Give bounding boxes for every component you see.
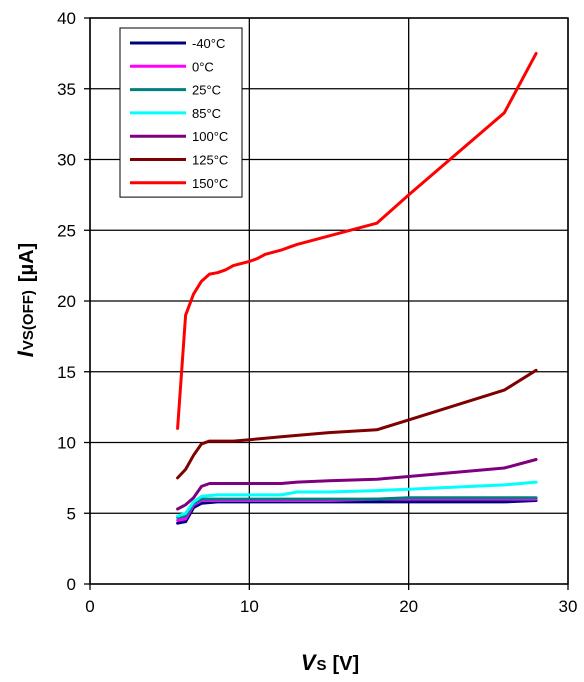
series-lines — [176, 51, 538, 525]
x-axis-label-sub: S — [317, 657, 327, 674]
y-tick-label-1: 5 — [67, 504, 76, 523]
legend-label-2: 25°C — [192, 83, 221, 98]
y-tick-label-8: 40 — [57, 9, 76, 28]
legend-label-1: 0°C — [192, 59, 214, 74]
tick-labels: 0 5 10 15 20 25 30 35 40 0 10 20 30 — [57, 9, 577, 616]
x-tick-label-2: 20 — [399, 597, 418, 616]
series-line-2 — [176, 496, 538, 519]
x-tick-label-3: 30 — [559, 597, 578, 616]
y-tick-label-2: 10 — [57, 434, 76, 453]
legend-label-3: 85°C — [192, 106, 221, 121]
legend-item-6: 150°C — [130, 176, 228, 191]
legend-item-5: 125°C — [130, 153, 228, 168]
legend-label-6: 150°C — [192, 176, 228, 191]
legend-label-0: -40°C — [192, 36, 225, 51]
legend: -40°C 0°C 25°C 85°C 100°C 125°C 150°C — [119, 27, 243, 198]
legend-item-4: 100°C — [130, 129, 228, 144]
y-tick-label-0: 0 — [67, 575, 76, 594]
legend-item-1: 0°C — [130, 59, 214, 74]
series-line-3 — [176, 480, 538, 518]
series-line-5 — [176, 368, 538, 480]
x-axis-label-unit: [V] — [333, 653, 360, 675]
y-tick-label-4: 20 — [57, 292, 76, 311]
x-tick-label-0: 0 — [85, 597, 94, 616]
legend-item-2: 25°C — [130, 83, 221, 98]
y-axis-label-main: I — [13, 350, 38, 357]
legend-label-5: 125°C — [192, 153, 228, 168]
series-line-6 — [176, 51, 538, 430]
legend-item-0: -40°C — [130, 36, 225, 51]
y-axis-label: IVS(OFF) [µA] — [13, 243, 38, 357]
y-tick-label-3: 15 — [57, 363, 76, 382]
y-tick-label-7: 35 — [57, 80, 76, 99]
legend-label-4: 100°C — [192, 129, 228, 144]
y-axis-label-unit: [µA] — [16, 243, 38, 282]
x-axis-label-main: V — [301, 650, 318, 675]
x-axis-label: VS [V] — [301, 650, 359, 675]
y-tick-label-5: 25 — [57, 221, 76, 240]
y-tick-label-6: 30 — [57, 151, 76, 170]
legend-item-3: 85°C — [130, 106, 221, 121]
x-tick-label-1: 10 — [240, 597, 259, 616]
y-axis-label-sub: VS(OFF) — [20, 290, 37, 350]
series-line-4 — [176, 458, 538, 511]
plot-frame — [89, 17, 569, 585]
